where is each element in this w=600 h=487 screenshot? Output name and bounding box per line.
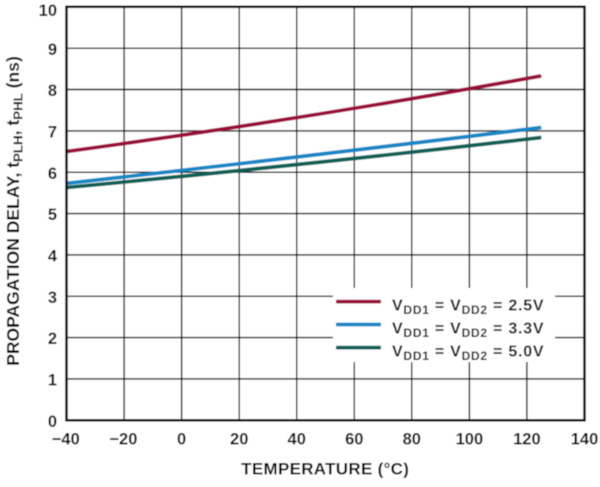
svg-text:1: 1 (48, 372, 57, 390)
svg-text:PROPAGATION DELAY, tPLH, tPHL: PROPAGATION DELAY, tPLH, tPHL (ns) (3, 56, 26, 366)
svg-text:6: 6 (48, 165, 57, 183)
svg-text:−40: −40 (52, 431, 80, 449)
svg-text:120: 120 (513, 431, 541, 449)
svg-text:VDD1 = VDD2 = 2.5V: VDD1 = VDD2 = 2.5V (392, 297, 544, 317)
svg-text:80: 80 (403, 431, 421, 449)
svg-text:2: 2 (48, 330, 57, 348)
svg-text:20: 20 (230, 431, 248, 449)
svg-text:0: 0 (177, 431, 186, 449)
svg-text:60: 60 (345, 431, 363, 449)
svg-text:0: 0 (48, 413, 57, 431)
svg-text:VDD1 = VDD2 = 5.0V: VDD1 = VDD2 = 5.0V (392, 343, 544, 363)
svg-text:3: 3 (48, 289, 57, 307)
svg-text:VDD1 = VDD2 = 3.3V: VDD1 = VDD2 = 3.3V (392, 320, 544, 340)
svg-text:TEMPERATURE (°C): TEMPERATURE (°C) (241, 459, 409, 478)
svg-text:10: 10 (39, 2, 57, 20)
svg-text:100: 100 (456, 431, 484, 449)
svg-text:40: 40 (288, 431, 306, 449)
svg-text:5: 5 (48, 206, 57, 224)
svg-text:4: 4 (48, 248, 58, 266)
svg-text:140: 140 (571, 431, 599, 449)
svg-text:8: 8 (48, 82, 57, 100)
svg-text:7: 7 (48, 124, 57, 142)
svg-text:−20: −20 (109, 431, 137, 449)
svg-text:9: 9 (48, 41, 57, 59)
